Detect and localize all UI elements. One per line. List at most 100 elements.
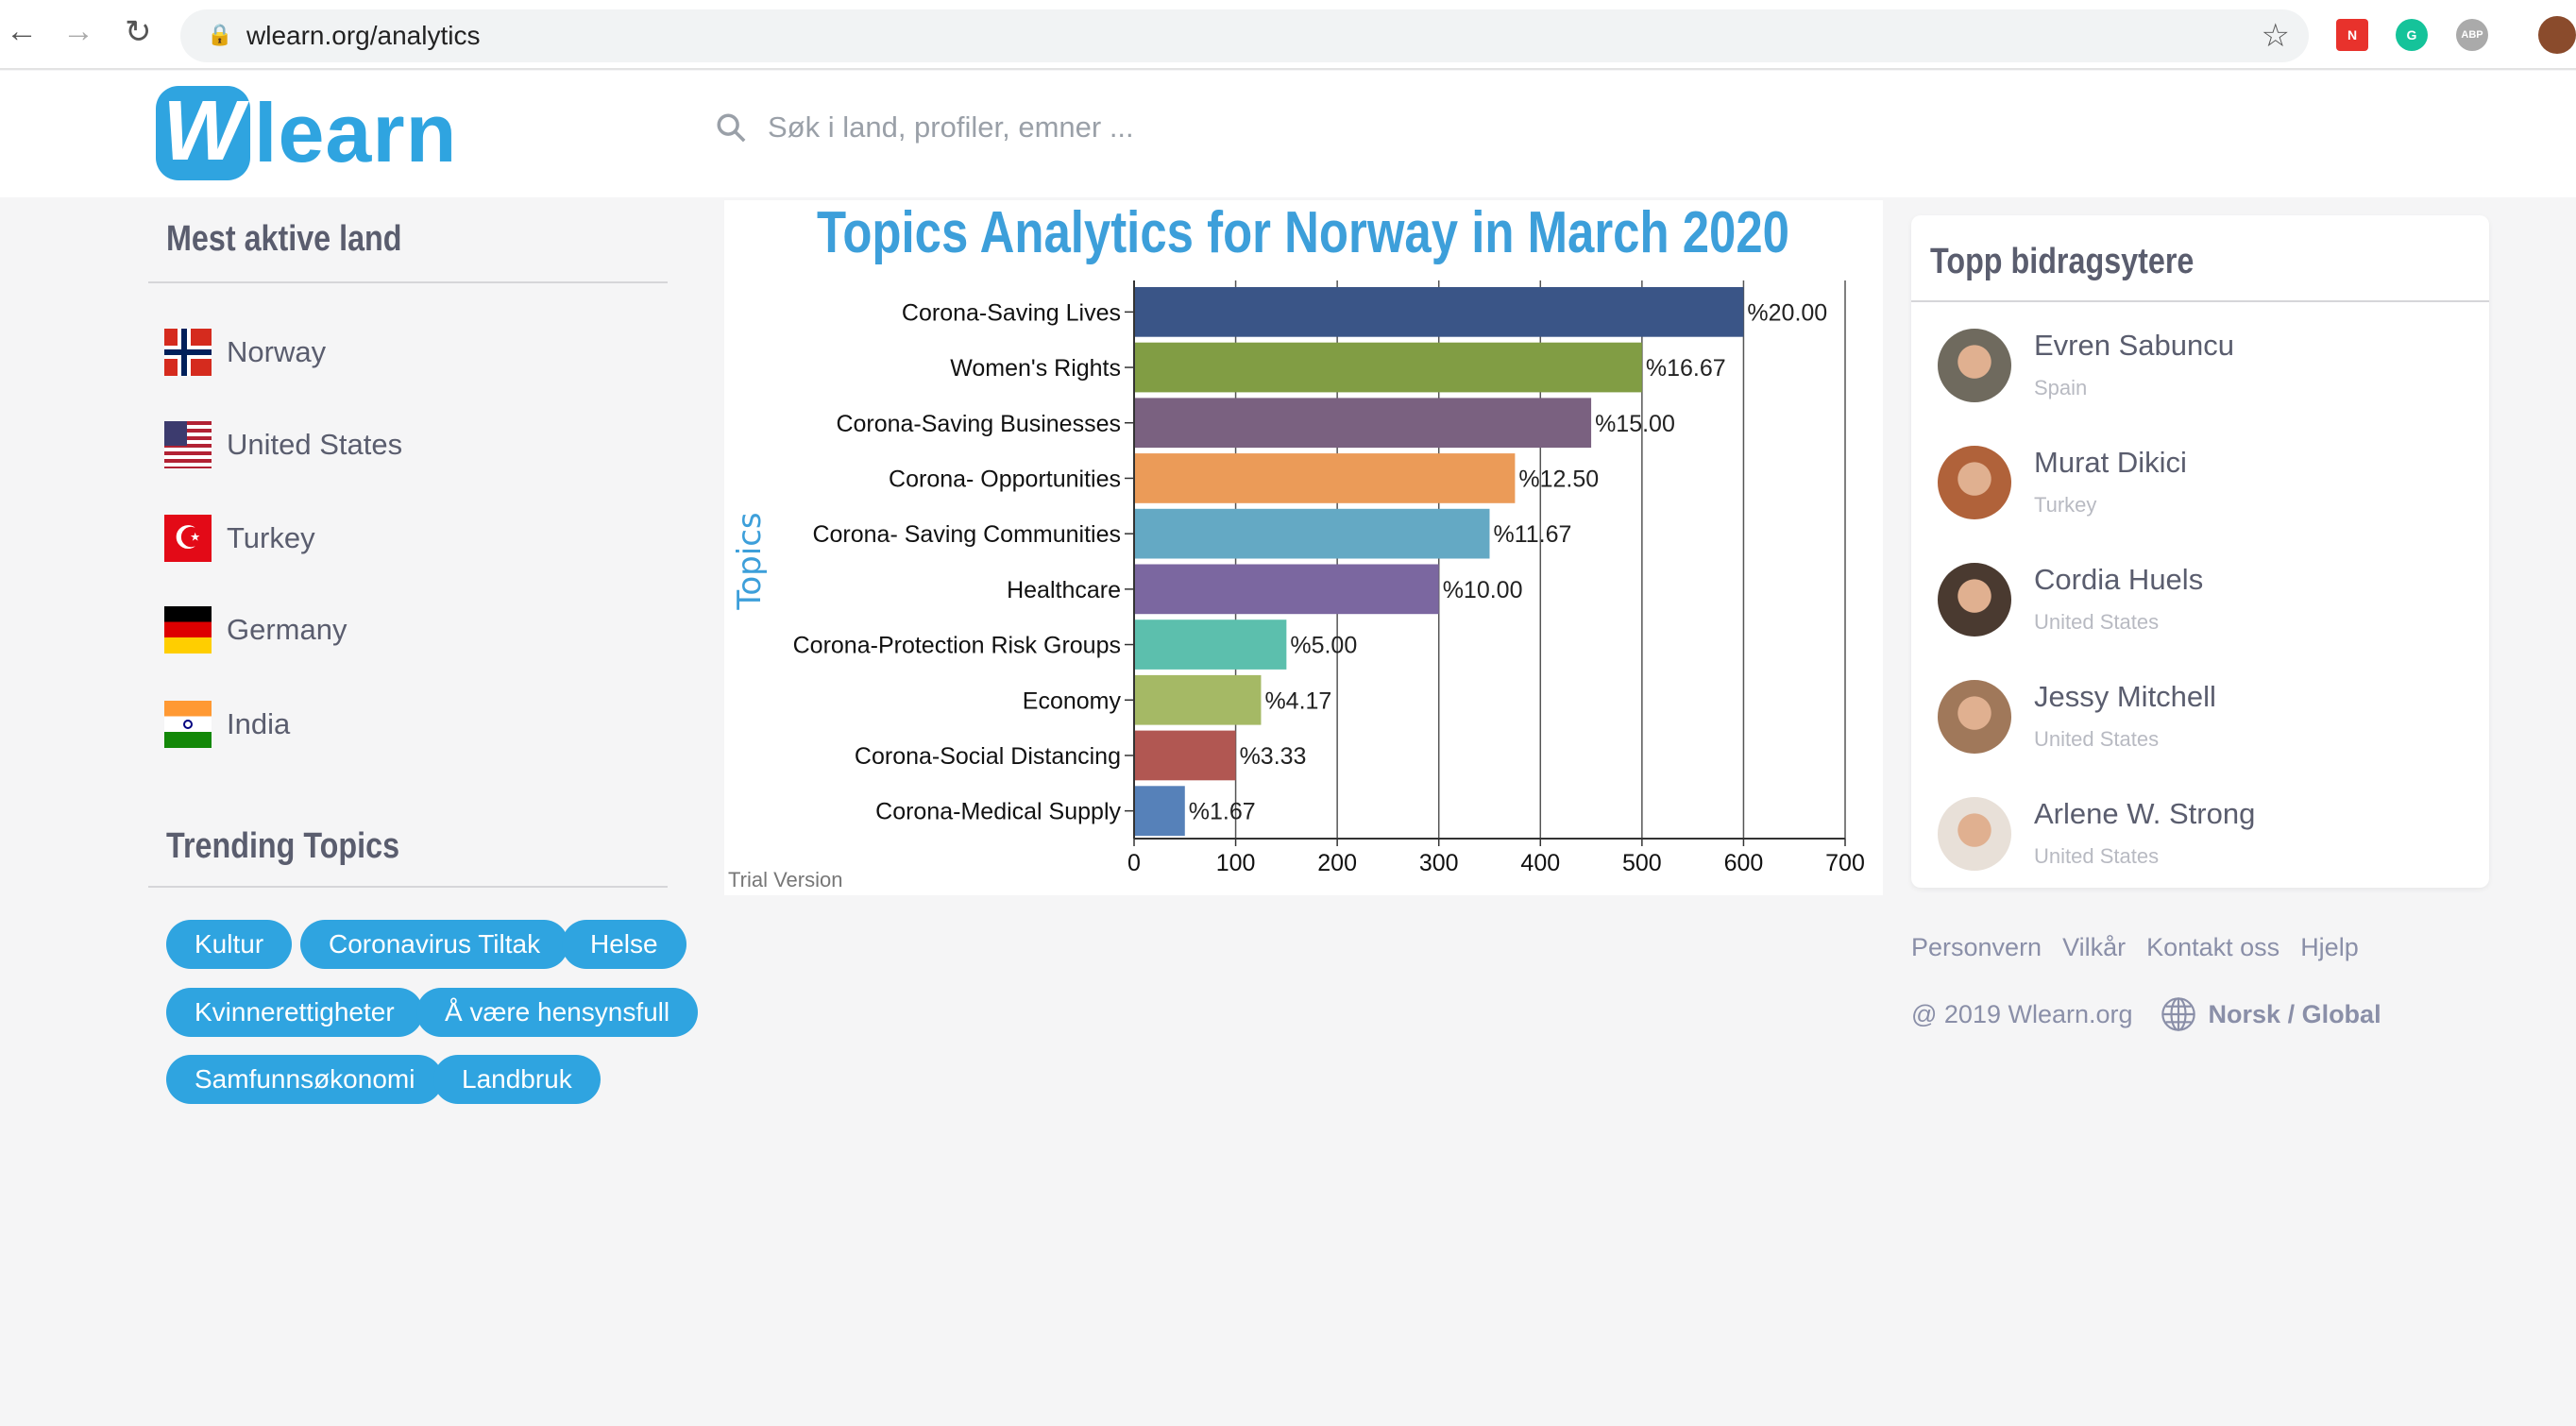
bar-value-label: %4.17: [1264, 688, 1331, 714]
avatar[interactable]: [1938, 446, 2011, 519]
country-label: Germany: [227, 613, 347, 646]
contributor-country: Turkey: [2034, 493, 2097, 517]
country-germany[interactable]: Germany: [164, 606, 347, 654]
country-label: Norway: [227, 335, 327, 368]
avatar[interactable]: [1938, 329, 2011, 402]
tag-landbruk[interactable]: Landbruk: [433, 1055, 601, 1104]
globe-icon: [2161, 997, 2195, 1031]
bar-value-label: %20.00: [1747, 299, 1827, 326]
y-tick-label: Healthcare: [1007, 577, 1121, 603]
copyright: @ 2019 Wlearn.org: [1911, 999, 2133, 1028]
most-active-countries-title: Mest aktive land: [166, 219, 402, 259]
profile-avatar[interactable]: [2538, 16, 2576, 54]
us-flag-icon: [164, 421, 212, 468]
top-contributors-card: Topp bidragsytere Evren Sabuncu Spain Mura…: [1911, 215, 2489, 888]
logo-text: learn: [254, 86, 458, 179]
divider: [1911, 300, 2489, 302]
bar-value-label: %1.67: [1189, 799, 1256, 825]
x-tick-label: 400: [1520, 850, 1560, 876]
country-label: Turkey: [227, 521, 315, 554]
url-text[interactable]: wlearn.org/analytics: [246, 21, 481, 50]
x-tick-label: 200: [1317, 850, 1357, 876]
tag-kultur[interactable]: Kultur: [166, 920, 293, 969]
contributor-name[interactable]: Murat Dikici: [2034, 446, 2187, 479]
bar: [1134, 730, 1236, 781]
country-turkey[interactable]: ☪ Turkey: [164, 515, 315, 562]
forward-icon[interactable]: →: [62, 13, 94, 49]
contributor-country: United States: [2034, 727, 2160, 751]
bar: [1134, 674, 1262, 725]
contributor-country: United States: [2034, 610, 2160, 634]
search-icon: [717, 113, 746, 143]
wlearn-logo[interactable]: W learn: [156, 85, 457, 181]
contributor-name[interactable]: Evren Sabuncu: [2034, 329, 2234, 362]
search-input[interactable]: Søk i land, profiler, emner ...: [715, 110, 1134, 144]
tag-helse[interactable]: Helse: [562, 920, 686, 969]
bar-value-label: %5.00: [1290, 633, 1357, 659]
footer-link-terms[interactable]: Vilkår: [2062, 933, 2127, 961]
contributor-name[interactable]: Jessy Mitchell: [2034, 680, 2216, 713]
avatar[interactable]: [1938, 563, 2011, 637]
y-tick-label: Economy: [1023, 688, 1122, 714]
tag-kvinnerettigheter[interactable]: Kvinnerettigheter: [166, 988, 423, 1037]
top-contributors-title: Topp bidragsytere: [1930, 242, 2195, 281]
back-icon[interactable]: ←: [6, 13, 38, 49]
country-label: India: [227, 707, 291, 740]
contributor-item[interactable]: Murat Dikici Turkey: [1938, 446, 2187, 519]
browser-toolbar: ← → ↻ 🔒 wlearn.org/analytics ☆ N G ABP: [0, 0, 2576, 70]
chart-title: Topics Analytics for Norway in March 202…: [817, 200, 1789, 265]
divider: [148, 886, 668, 888]
site-header: W learn Søk i land, profiler, emner ...: [0, 71, 2576, 197]
language-selector[interactable]: Norsk / Global: [2160, 995, 2381, 1033]
germany-flag-icon: [164, 606, 212, 654]
y-tick-label: Corona-Social Distancing: [855, 743, 1121, 770]
country-label: United States: [227, 428, 403, 461]
country-united-states[interactable]: United States: [164, 421, 402, 468]
extension-n-icon[interactable]: N: [2336, 19, 2368, 51]
y-axis-label: Topics: [731, 512, 769, 610]
contributor-country: United States: [2034, 844, 2160, 868]
avatar[interactable]: [1938, 797, 2011, 871]
bar: [1134, 620, 1287, 670]
search-placeholder: Søk i land, profiler, emner ...: [768, 110, 1134, 144]
bar: [1134, 398, 1592, 449]
country-india[interactable]: India: [164, 701, 290, 748]
contributor-item[interactable]: Jessy Mitchell United States: [1938, 680, 2216, 754]
contributor-item[interactable]: Evren Sabuncu Spain: [1938, 329, 2234, 402]
adblock-icon[interactable]: ABP: [2456, 19, 2488, 51]
bar-value-label: %16.67: [1646, 355, 1726, 382]
country-norway[interactable]: Norway: [164, 329, 326, 376]
bar-value-label: %12.50: [1518, 466, 1599, 492]
language-label: Norsk / Global: [2208, 999, 2381, 1028]
footer-bottom: @ 2019 Wlearn.org Norsk / Global: [1911, 995, 2381, 1033]
bar: [1134, 508, 1490, 559]
bar-value-label: %3.33: [1240, 743, 1307, 770]
bookmark-star-icon[interactable]: ☆: [2261, 18, 2290, 54]
contributor-name[interactable]: Arlene W. Strong: [2034, 797, 2256, 830]
trial-version-watermark: Trial Version: [728, 868, 842, 891]
bar: [1134, 342, 1642, 393]
norway-flag-icon: [164, 329, 212, 376]
footer-link-privacy[interactable]: Personvern: [1911, 933, 2042, 961]
x-tick-label: 500: [1622, 850, 1662, 876]
contributor-item[interactable]: Cordia Huels United States: [1938, 563, 2203, 637]
bar: [1134, 786, 1185, 836]
reload-icon[interactable]: ↻: [125, 14, 152, 50]
footer-link-contact[interactable]: Kontakt oss: [2146, 933, 2280, 961]
topics-bar-chart: Topics Analytics for Norway in March 202…: [728, 200, 1865, 891]
bar: [1134, 564, 1439, 615]
x-tick-label: 600: [1724, 850, 1764, 876]
contributor-name[interactable]: Cordia Huels: [2034, 563, 2204, 596]
avatar[interactable]: [1938, 680, 2011, 754]
topics-chart-panel: Topics Analytics for Norway in March 202…: [724, 200, 1883, 895]
grammarly-icon[interactable]: G: [2396, 19, 2428, 51]
tag-a-vaere-hensynsfull[interactable]: Å være hensynsfull: [416, 988, 699, 1037]
tag-coronavirus-tiltak[interactable]: Coronavirus Tiltak: [300, 920, 569, 969]
contributor-item[interactable]: Arlene W. Strong United States: [1938, 797, 2255, 871]
tag-samfunnsokonomi[interactable]: Samfunnsøkonomi: [166, 1055, 444, 1104]
address-bar[interactable]: 🔒 wlearn.org/analytics ☆: [180, 9, 2309, 62]
y-tick-label: Corona- Saving Communities: [812, 521, 1121, 548]
footer-link-help[interactable]: Hjelp: [2300, 933, 2359, 961]
bar-value-label: %11.67: [1494, 521, 1572, 548]
trending-topics-title: Trending Topics: [166, 826, 400, 866]
